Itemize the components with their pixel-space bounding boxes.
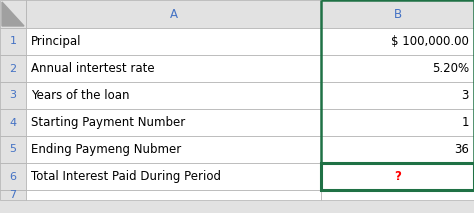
Bar xyxy=(26,82,321,109)
Text: 1: 1 xyxy=(9,36,17,46)
Bar xyxy=(26,28,321,55)
Text: ?: ? xyxy=(394,170,401,183)
Text: Ending Paymeng Nubmer: Ending Paymeng Nubmer xyxy=(31,143,181,156)
Text: 1: 1 xyxy=(462,116,469,129)
Bar xyxy=(321,136,474,163)
Bar xyxy=(0,109,26,136)
Text: 6: 6 xyxy=(9,171,17,181)
Bar xyxy=(26,190,321,200)
Text: $ 100,000.00: $ 100,000.00 xyxy=(391,35,469,48)
Bar xyxy=(321,163,474,190)
Text: Annual intertest rate: Annual intertest rate xyxy=(31,62,155,75)
Bar xyxy=(26,55,321,82)
Bar xyxy=(0,82,26,109)
Text: 2: 2 xyxy=(9,63,17,73)
Polygon shape xyxy=(2,2,24,26)
Text: Starting Payment Number: Starting Payment Number xyxy=(31,116,185,129)
Text: 5: 5 xyxy=(9,144,17,154)
Text: B: B xyxy=(393,7,401,20)
Bar xyxy=(321,28,474,55)
Text: Principal: Principal xyxy=(31,35,82,48)
Bar xyxy=(26,109,321,136)
Text: Years of the loan: Years of the loan xyxy=(31,89,129,102)
Bar xyxy=(321,190,474,200)
Bar xyxy=(26,0,321,28)
Text: 3: 3 xyxy=(462,89,469,102)
Text: 3: 3 xyxy=(9,91,17,101)
Bar xyxy=(0,55,26,82)
Text: 36: 36 xyxy=(454,143,469,156)
Text: Total Interest Paid During Period: Total Interest Paid During Period xyxy=(31,170,221,183)
Bar xyxy=(26,163,321,190)
Bar xyxy=(0,0,26,28)
Text: 5.20%: 5.20% xyxy=(432,62,469,75)
Text: 4: 4 xyxy=(9,118,17,128)
Text: 7: 7 xyxy=(9,190,17,200)
Bar xyxy=(0,163,26,190)
Bar xyxy=(26,136,321,163)
Bar xyxy=(321,0,474,28)
Text: A: A xyxy=(170,7,177,20)
Bar xyxy=(321,55,474,82)
Bar xyxy=(321,82,474,109)
Bar xyxy=(0,136,26,163)
Bar xyxy=(0,28,26,55)
Bar xyxy=(0,190,26,200)
Bar xyxy=(321,163,474,190)
Bar xyxy=(321,109,474,136)
